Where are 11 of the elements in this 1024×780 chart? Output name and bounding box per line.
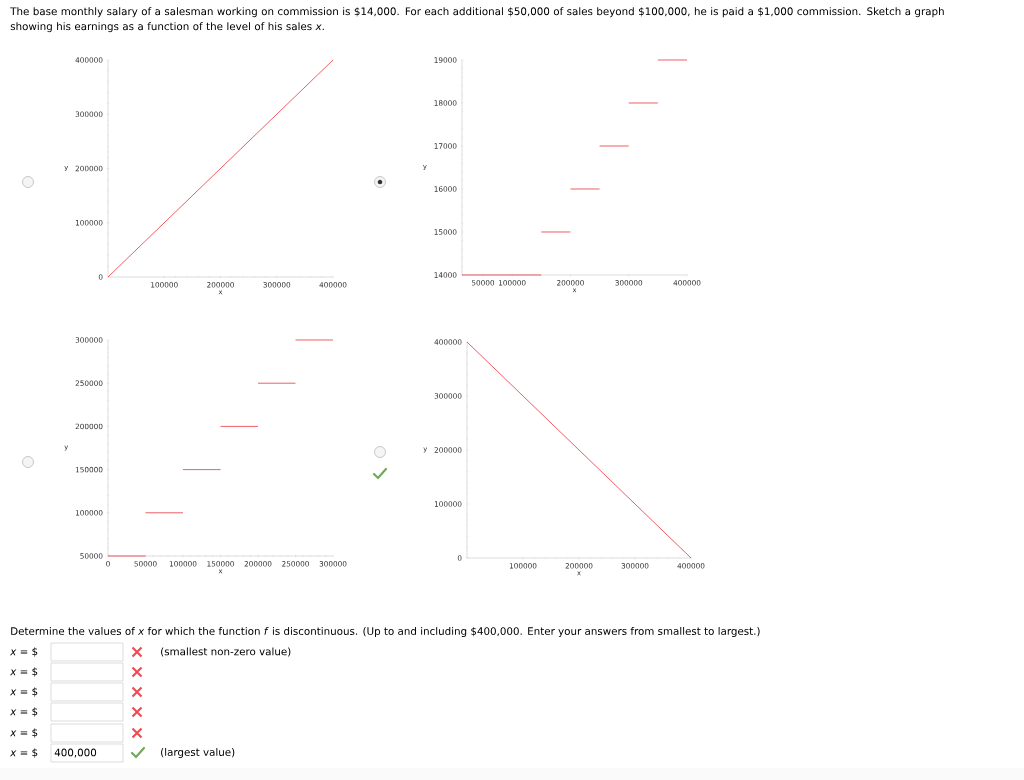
text: Determine the values of x for which the function f is discontinuous. (Up to and including $400,000. Enter your answers from smallest to largest.) xyxy=(11,627,760,637)
text: 400,000 xyxy=(54,748,97,758)
text: x = $ xyxy=(9,728,38,738)
text: x = $ xyxy=(9,647,38,657)
text: x = $ xyxy=(9,748,38,758)
text: (largest value) xyxy=(161,748,235,758)
text: x = $ xyxy=(9,707,38,717)
text: (smallest non-zero value) xyxy=(161,647,291,657)
text: The base monthly salary of a salesman working on commission is $14,000. For each additional $50,000 of sales beyond $100,000, he is paid a $1,000 commission. Sketch a graph showing his earnings as a function of the level of his sales x. xyxy=(10,7,944,33)
text: x = $ xyxy=(9,667,38,677)
text: x = $ xyxy=(9,687,38,697)
